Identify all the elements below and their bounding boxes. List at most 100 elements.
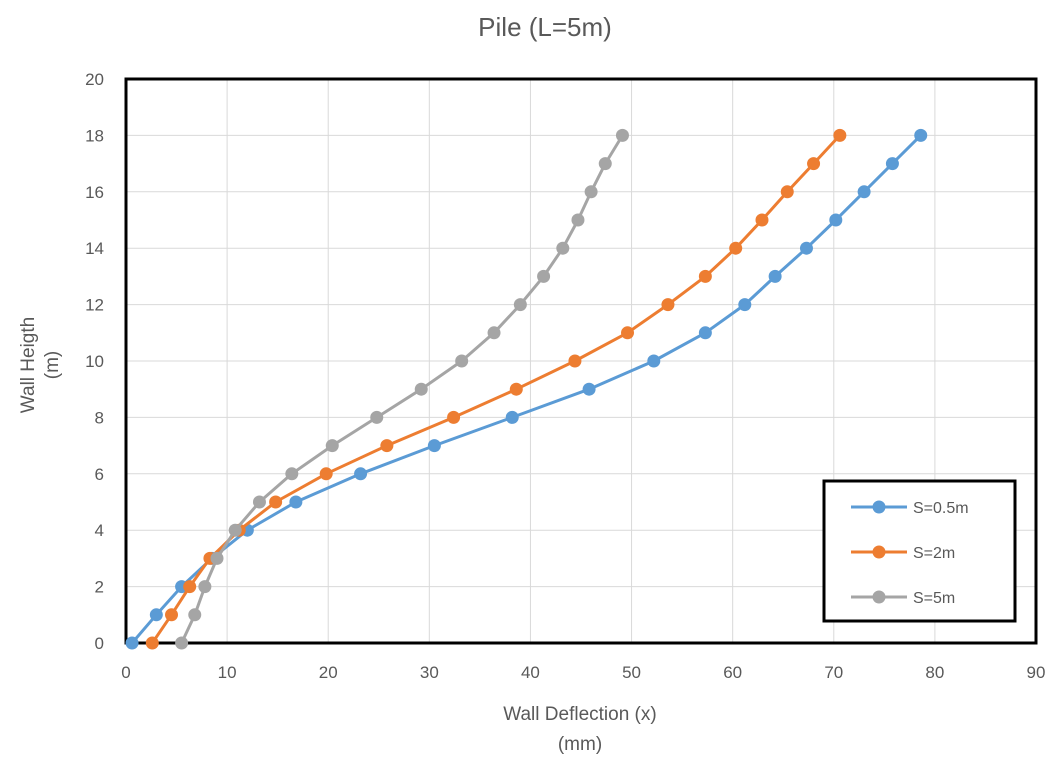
y-tick-label: 16	[85, 183, 104, 202]
y-axis-unit-group: (m)	[42, 351, 63, 379]
y-tick-label: 2	[95, 578, 104, 597]
data-point	[487, 326, 501, 340]
legend-item: S=5m	[851, 590, 955, 607]
y-tick-label: 8	[95, 408, 104, 427]
chart-title: Pile (L=5m)	[478, 12, 612, 42]
data-point	[857, 185, 871, 199]
x-tick-label: 30	[420, 663, 439, 682]
x-tick-label: 60	[723, 663, 742, 682]
data-point	[568, 354, 582, 368]
data-point	[885, 157, 899, 171]
y-tick-label: 12	[85, 296, 104, 315]
legend-item: S=2m	[851, 545, 955, 562]
data-point	[768, 269, 782, 283]
legend-label: S=5m	[913, 590, 955, 607]
series-group	[125, 128, 928, 650]
y-tick-label: 10	[85, 352, 104, 371]
y-tick-label: 20	[85, 70, 104, 89]
data-point	[285, 467, 299, 481]
data-point	[537, 269, 551, 283]
data-point	[505, 410, 519, 424]
x-axis-title: Wall Deflection (x)	[503, 704, 656, 725]
data-point	[799, 241, 813, 255]
data-point	[165, 608, 178, 622]
legend-item: S=0.5m	[851, 500, 969, 517]
legend-swatch-marker	[872, 500, 886, 514]
data-point	[513, 298, 527, 312]
y-tick-label: 4	[95, 521, 104, 540]
x-tick-label: 70	[824, 663, 843, 682]
data-point	[729, 241, 743, 255]
data-point	[571, 213, 585, 227]
data-point	[582, 382, 596, 396]
y-axis-title-group: Wall Heigth	[18, 317, 39, 413]
y-tick-label: 6	[95, 465, 104, 484]
data-point	[149, 608, 163, 622]
data-point	[228, 523, 242, 537]
data-point	[354, 467, 368, 481]
data-point	[188, 608, 202, 622]
data-point	[755, 213, 769, 227]
data-point	[175, 636, 189, 650]
x-tick-label: 20	[319, 663, 338, 682]
series-3	[175, 128, 629, 650]
data-point	[833, 128, 847, 142]
data-point	[661, 298, 675, 312]
data-point	[914, 128, 928, 142]
data-point	[269, 495, 283, 509]
y-tick-label: 14	[85, 239, 104, 258]
x-tick-label: 40	[521, 663, 540, 682]
series-1	[125, 128, 928, 650]
x-tick-label: 90	[1027, 663, 1046, 682]
x-tick-label: 0	[121, 663, 130, 682]
x-tick-label: 80	[925, 663, 944, 682]
x-tick-label: 10	[218, 663, 237, 682]
legend-swatch-marker	[872, 545, 886, 559]
series-line	[130, 134, 922, 644]
data-point	[319, 467, 333, 481]
data-point	[780, 185, 794, 199]
data-point	[125, 636, 139, 650]
data-point	[380, 439, 394, 453]
data-point	[698, 269, 712, 283]
data-point	[615, 128, 629, 142]
data-point	[509, 382, 523, 396]
data-point	[289, 495, 303, 509]
x-axis-unit: (mm)	[558, 734, 602, 755]
series-line	[151, 134, 841, 644]
legend-swatch-marker	[872, 590, 886, 604]
plot-area-frame	[124, 77, 1038, 645]
data-point	[621, 326, 635, 340]
data-point	[145, 636, 159, 650]
legend-label: S=0.5m	[913, 500, 969, 517]
y-axis-unit: (m)	[42, 351, 63, 379]
data-point	[584, 185, 598, 199]
data-point	[455, 354, 469, 368]
data-point	[325, 439, 339, 453]
data-point	[183, 580, 197, 594]
y-axis-title: Wall Heigth	[18, 317, 39, 413]
data-point	[414, 382, 428, 396]
data-point	[598, 157, 612, 171]
data-point	[252, 495, 266, 509]
y-tick-label: 18	[85, 126, 104, 145]
data-point	[198, 580, 212, 594]
legend: S=0.5m S=2m S=5m	[822, 479, 1017, 623]
series-line	[180, 134, 624, 644]
y-tick-label: 0	[95, 634, 104, 653]
data-point	[556, 241, 570, 255]
series-2	[145, 128, 847, 650]
data-point	[647, 354, 661, 368]
data-point	[447, 410, 461, 424]
x-tick-label: 50	[622, 663, 641, 682]
legend-label: S=2m	[913, 545, 955, 562]
data-point	[738, 298, 752, 312]
data-point	[807, 157, 821, 171]
data-point	[370, 410, 384, 424]
data-point	[210, 551, 224, 565]
data-point	[427, 439, 441, 453]
data-point	[829, 213, 843, 227]
data-point	[698, 326, 712, 340]
tick-labels: 0 10 20 30 40 50 60 70 80 90 0 2 4 6 8 10 12 14 16 18 20	[85, 70, 1045, 682]
